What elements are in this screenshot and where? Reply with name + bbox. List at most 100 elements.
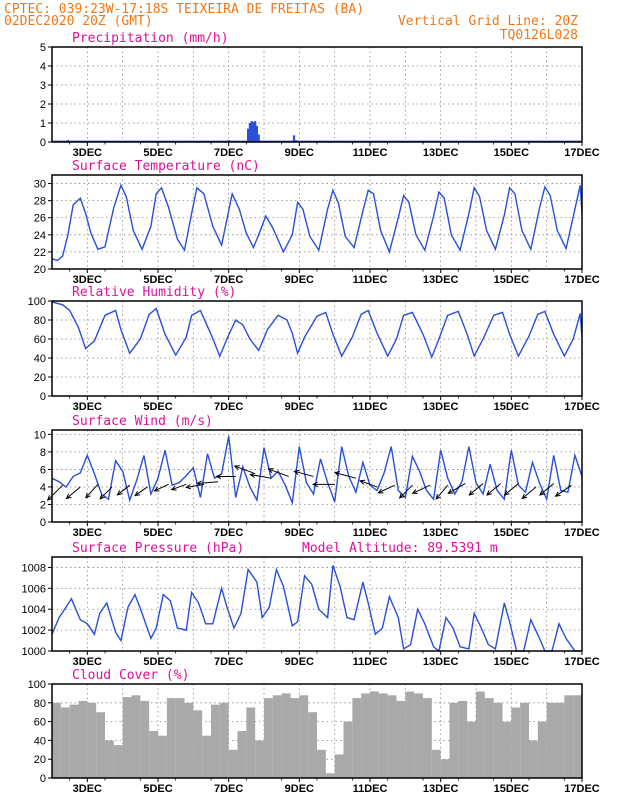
x-tick-label: 11DEC	[353, 147, 388, 159]
x-tick-label: 5DEC	[143, 147, 172, 159]
y-tick-label: 22	[34, 247, 46, 259]
wind-arrow-head	[435, 494, 441, 500]
cloud-bar	[387, 695, 397, 778]
precip-bar	[247, 128, 250, 142]
wind-arrow-head	[377, 488, 384, 494]
wind-arrow	[117, 484, 131, 496]
y-tick-label: 1008	[22, 562, 46, 574]
wind-arrow-head	[233, 465, 240, 471]
cloud-bar	[105, 740, 114, 778]
x-tick-label: 11DEC	[353, 783, 388, 795]
x-tick-label: 13DEC	[423, 656, 459, 668]
cloud-bar	[555, 702, 565, 778]
x-tick-label: 3DEC	[73, 274, 102, 286]
x-tick-label: 5DEC	[143, 783, 172, 795]
cloud-bar	[87, 702, 97, 778]
wind-arrow-head	[134, 490, 141, 497]
cloud-bar	[193, 710, 203, 778]
cloud-bar	[520, 702, 529, 778]
y-tick-label: 4	[40, 61, 46, 73]
x-tick-label: 7DEC	[214, 656, 243, 668]
y-tick-label: 26	[34, 213, 46, 225]
y-tick-label: 28	[34, 196, 46, 208]
x-tick-label: 17DEC	[564, 147, 600, 159]
wind-arrow	[66, 486, 81, 499]
wind-arrow	[197, 481, 219, 485]
wind-arrow-head	[99, 493, 106, 500]
cloud-bar	[414, 693, 423, 778]
cloud-bar	[184, 702, 194, 778]
wind-arrow-head	[503, 490, 510, 496]
x-tick-label: 11DEC	[353, 656, 388, 668]
cloud-bar	[484, 698, 494, 778]
wind-arrow	[250, 474, 272, 479]
y-tick-label: 40	[34, 735, 46, 747]
panel-4: Surface Wind (m/s) 0 2 4 6 8 10 3DEC 5DEC 7DEC 9DE…	[34, 414, 600, 539]
y-tick-label: 10	[34, 429, 46, 441]
panel-1: Precipitation (mm/h) 0 1 2 3 4 5 3DEC 5DEC 7DEC 9D…	[40, 31, 600, 159]
wind-arrow	[521, 486, 537, 499]
wind-arrow-head	[411, 489, 418, 494]
x-tick-label: 9DEC	[285, 656, 314, 668]
cloud-bar	[361, 693, 370, 778]
y-tick-label: 30	[34, 179, 46, 191]
wind-arrow	[435, 484, 449, 500]
x-tick-label: 9DEC	[285, 527, 314, 539]
cloud-bar	[564, 695, 574, 778]
y-tick-label: 100	[28, 679, 46, 691]
cloud-bar	[60, 707, 70, 778]
cloud-bar	[529, 740, 538, 778]
y-tick-label: 1002	[22, 625, 46, 637]
wind-arrow-head	[267, 468, 274, 473]
wind-arrow	[504, 483, 519, 496]
y-tick-label: 3	[40, 80, 46, 92]
x-tick-label: 3DEC	[73, 401, 102, 413]
x-tick-label: 5DEC	[143, 401, 172, 413]
cloud-bar	[211, 704, 220, 778]
y-tick-label: 1000	[22, 646, 46, 658]
precip-bar	[248, 123, 251, 142]
cloud-bar	[131, 695, 141, 778]
series-line	[51, 435, 583, 506]
y-tick-label: 40	[34, 353, 46, 365]
x-tick-label: 13DEC	[423, 401, 459, 413]
x-tick-label: 11DEC	[353, 527, 388, 539]
wind-arrow-head	[486, 490, 492, 496]
cloud-bar	[264, 698, 273, 778]
cloud-bar	[149, 731, 158, 778]
wind-arrow-head	[539, 490, 545, 496]
cloud-bar	[449, 702, 459, 778]
y-tick-label: 0	[40, 391, 46, 403]
panel-title: Relative Humidity (%)	[72, 285, 236, 300]
x-tick-label: 5DEC	[143, 527, 172, 539]
wind-arrow	[486, 483, 502, 496]
y-tick-label: 6	[40, 464, 46, 476]
x-tick-label: 5DEC	[143, 274, 172, 286]
header-date: 02DEC2020 20Z (GMT)	[4, 14, 153, 29]
y-tick-label: 2	[40, 99, 46, 111]
wind-arrow-head	[468, 490, 475, 496]
panel-frame	[51, 46, 583, 143]
wind-arrow	[539, 483, 555, 496]
precip-bar	[250, 121, 253, 142]
cloud-bar	[219, 702, 229, 778]
y-tick-label: 60	[34, 717, 46, 729]
y-tick-label: 4	[40, 482, 46, 494]
wind-arrow-head	[215, 473, 222, 480]
cloud-bar	[166, 698, 176, 778]
cloud-bar	[78, 700, 88, 778]
cloud-bar	[175, 698, 185, 778]
wind-arrow	[359, 480, 378, 488]
cloud-bar	[113, 745, 123, 778]
cloud-bar	[69, 704, 79, 778]
y-tick-label: 80	[34, 698, 46, 710]
series-line	[51, 301, 583, 360]
wind-arrow	[154, 483, 169, 492]
precip-bar	[255, 125, 259, 142]
y-tick-label: 5	[40, 42, 46, 54]
wind-arrow-head	[196, 480, 202, 486]
wind-arrow-head	[359, 479, 366, 485]
wind-arrow	[399, 484, 413, 499]
precip-bar	[257, 134, 260, 142]
